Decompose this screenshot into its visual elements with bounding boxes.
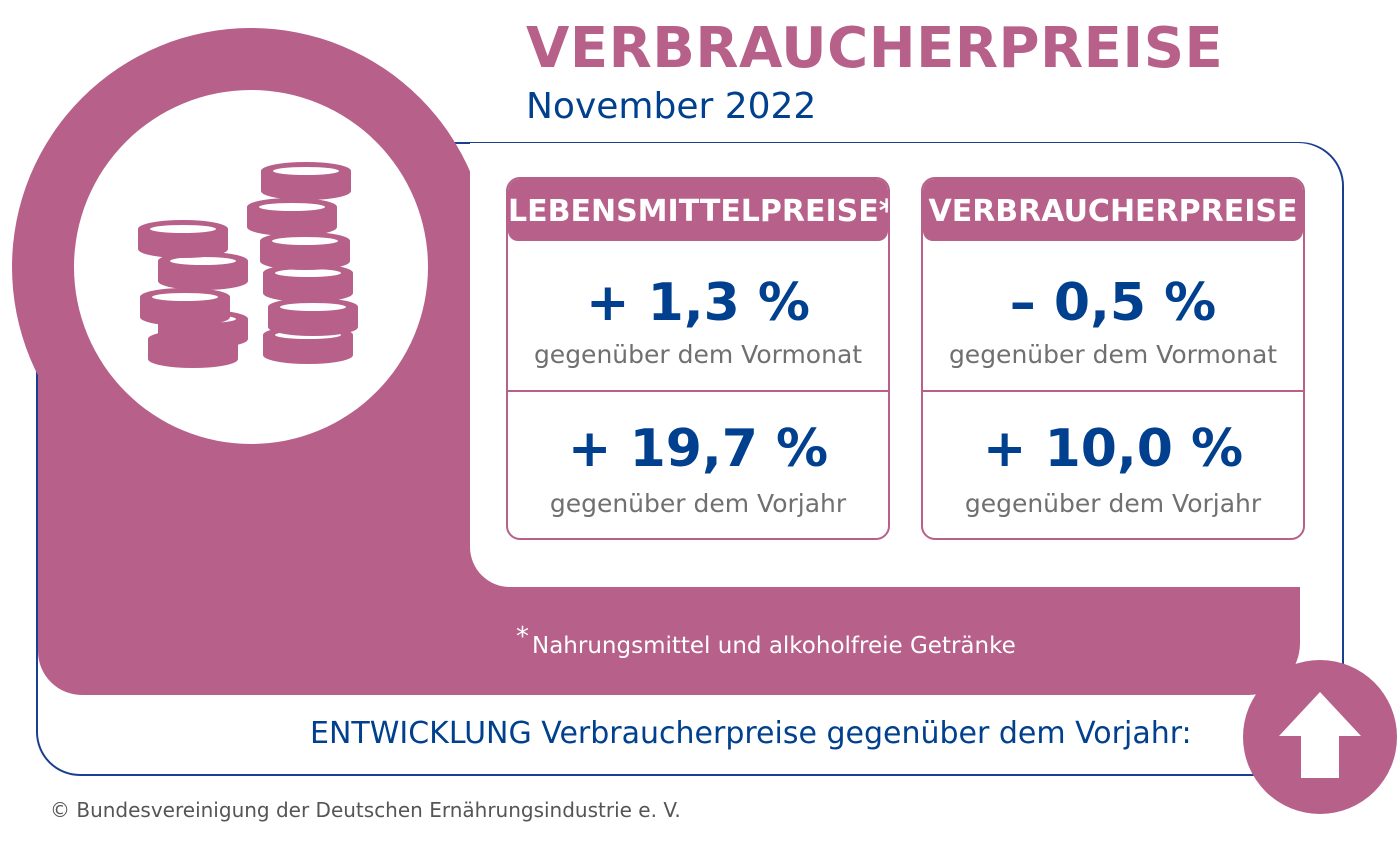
yearly-change-label: gegenüber dem Vorjahr bbox=[964, 489, 1262, 518]
trend-statement: ENTWICKLUNG Verbraucherpreise gegenüber … bbox=[310, 716, 1192, 751]
card-heading: LEBENSMITTELPREISE* bbox=[508, 179, 888, 241]
monthly-change-label: gegenüber dem Vormonat bbox=[533, 340, 863, 369]
footnote-text: Nahrungsmittel und alkoholfreie Getränke bbox=[532, 633, 1016, 659]
monthly-change-value: + 1,3 % bbox=[586, 273, 810, 333]
card-heading: VERBRAUCHERPREISE bbox=[923, 179, 1303, 241]
yearly-change-label: gegenüber dem Vorjahr bbox=[549, 489, 847, 518]
yearly-change-value: + 19,7 % bbox=[567, 419, 829, 479]
page-title: VERBRAUCHERPREISE bbox=[526, 16, 1224, 81]
footnote-marker: * bbox=[516, 622, 529, 652]
card-divider bbox=[923, 390, 1303, 392]
monthly-change-label: gegenüber dem Vormonat bbox=[948, 340, 1278, 369]
icon-circle bbox=[74, 90, 428, 444]
page-subtitle: November 2022 bbox=[526, 86, 817, 127]
consumer-prices-card: VERBRAUCHERPREISE – 0,5 % gegenüber dem … bbox=[921, 177, 1305, 540]
card-divider bbox=[508, 390, 888, 392]
monthly-change-value: – 0,5 % bbox=[1009, 273, 1217, 333]
copyright-notice: © Bundesvereinigung der Deutschen Ernähr… bbox=[50, 798, 681, 822]
food-prices-card: LEBENSMITTELPREISE* + 1,3 % gegenüber de… bbox=[506, 177, 890, 540]
coin-stacks-icon bbox=[138, 162, 358, 368]
arrow-up-icon bbox=[1279, 692, 1361, 778]
yearly-change-value: + 10,0 % bbox=[982, 419, 1244, 479]
footnote: * Nahrungsmittel und alkoholfreie Getränk… bbox=[516, 622, 1016, 661]
